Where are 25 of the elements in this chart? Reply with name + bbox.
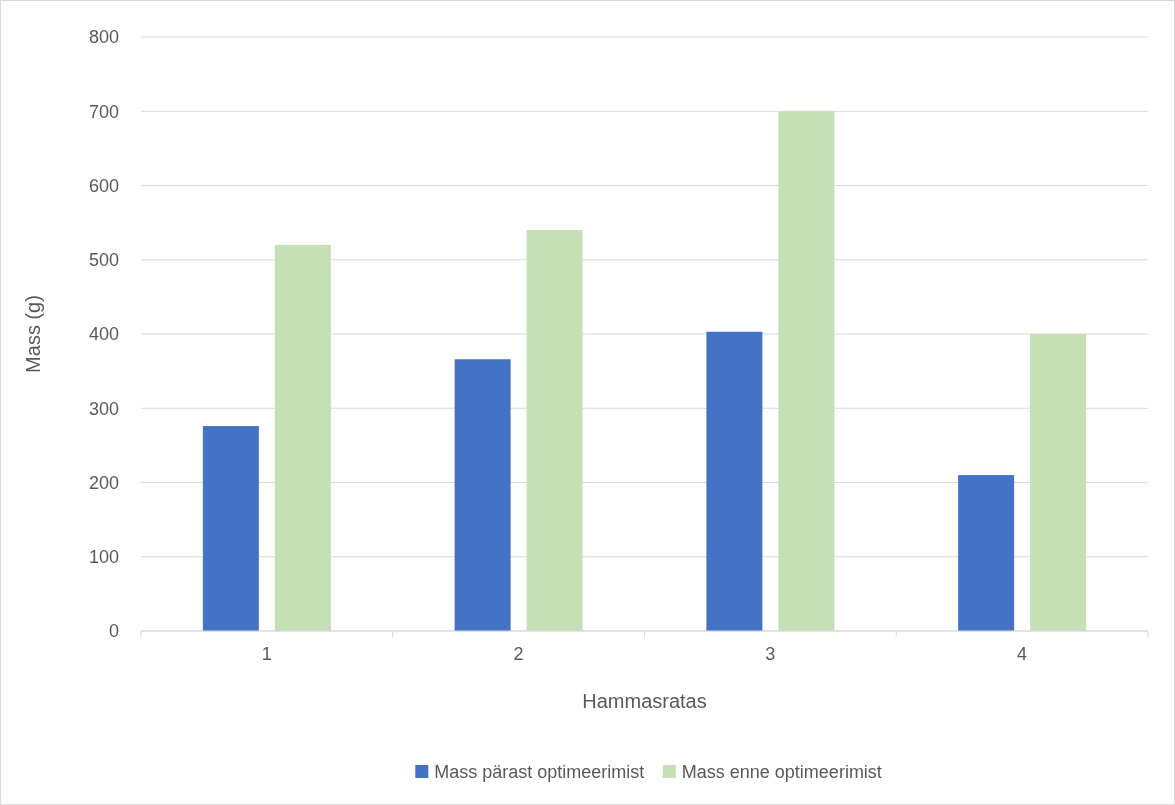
y-tick-label: 600 <box>88 175 119 196</box>
x-tick-label: 1 <box>261 644 272 664</box>
bar <box>958 475 1015 631</box>
y-tick-label: 100 <box>88 547 119 568</box>
bar <box>274 244 331 631</box>
x-tick-label: 2 <box>513 644 524 664</box>
bar <box>454 359 511 631</box>
y-tick-label: 200 <box>88 472 119 493</box>
y-tick-label: 500 <box>88 250 119 271</box>
legend-label: Mass pärast optimeerimist <box>434 762 645 783</box>
y-tick-label: 800 <box>88 27 119 48</box>
bar <box>778 111 835 631</box>
bar <box>526 230 583 631</box>
legend-label: Mass enne optimeerimist <box>681 762 882 783</box>
bar <box>202 426 259 631</box>
y-tick-label: 400 <box>88 324 119 345</box>
x-axis-title: Hammasratas <box>582 690 707 712</box>
y-tick-label: 300 <box>88 398 119 419</box>
x-tick-label: 3 <box>765 644 776 664</box>
y-tick-label: 700 <box>88 101 119 122</box>
y-axis-title: Mass (g) <box>22 295 44 373</box>
x-tick-label: 4 <box>1017 644 1028 664</box>
bar <box>1030 334 1087 631</box>
y-tick-label: 0 <box>108 621 119 642</box>
bar <box>706 331 763 631</box>
